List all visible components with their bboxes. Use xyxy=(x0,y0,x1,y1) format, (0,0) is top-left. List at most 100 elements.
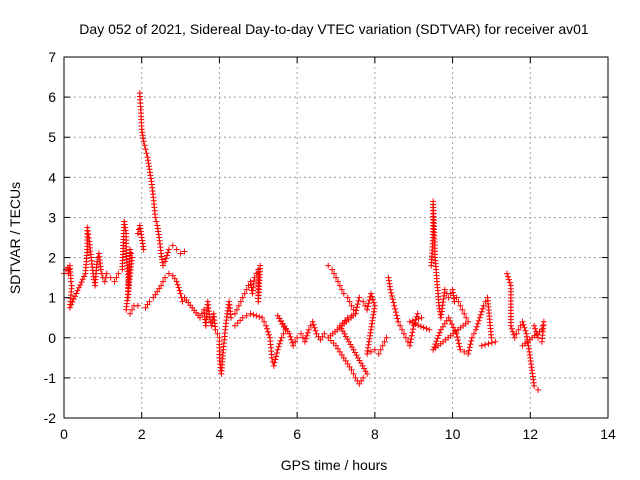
data-point xyxy=(365,300,372,307)
data-point xyxy=(540,318,547,325)
data-point xyxy=(250,311,257,318)
data-point xyxy=(466,344,473,351)
data-point xyxy=(340,354,347,361)
data-point xyxy=(412,321,419,328)
data-point xyxy=(321,330,328,337)
data-point xyxy=(395,318,402,325)
data-point xyxy=(456,343,463,350)
data-point xyxy=(325,334,332,341)
x-tick-label: 14 xyxy=(600,426,616,442)
data-point xyxy=(268,354,275,361)
data-point xyxy=(423,325,430,332)
data-point xyxy=(406,318,413,325)
data-point xyxy=(299,334,306,341)
data-point xyxy=(352,374,359,381)
data-point xyxy=(179,298,186,305)
data-point xyxy=(354,301,361,308)
data-point xyxy=(515,326,522,333)
data-point xyxy=(394,315,401,322)
data-point xyxy=(478,342,485,349)
data-point xyxy=(358,377,365,384)
y-tick-label: -1 xyxy=(44,370,57,386)
data-point xyxy=(160,278,167,285)
data-point xyxy=(286,330,293,337)
data-point xyxy=(492,338,499,345)
data-point xyxy=(488,339,495,346)
data-point xyxy=(455,337,462,344)
data-point xyxy=(129,306,135,313)
data-point xyxy=(430,346,437,353)
data-point xyxy=(174,281,181,288)
data-point xyxy=(264,325,271,332)
data-point xyxy=(441,320,448,327)
data-point xyxy=(463,314,470,321)
data-point xyxy=(511,334,518,341)
data-point xyxy=(450,324,457,331)
data-point xyxy=(243,286,250,293)
data-point xyxy=(431,343,438,350)
data-point xyxy=(175,284,182,291)
data-point xyxy=(420,324,427,331)
data-point xyxy=(113,274,120,281)
data-point xyxy=(539,322,546,329)
y-tick-label: 0 xyxy=(48,330,56,346)
data-point xyxy=(461,348,468,355)
data-point xyxy=(379,342,386,349)
data-point xyxy=(312,327,319,334)
data-point xyxy=(532,325,539,332)
data-point xyxy=(77,281,84,288)
data-point xyxy=(342,317,349,324)
data-point xyxy=(310,321,317,328)
data-point xyxy=(317,336,324,343)
data-point xyxy=(465,350,472,357)
data-point xyxy=(399,326,406,333)
data-point xyxy=(350,306,357,313)
data-point xyxy=(304,329,311,336)
data-point xyxy=(383,334,390,341)
data-point xyxy=(473,323,480,330)
data-point xyxy=(73,290,80,297)
data-point xyxy=(353,304,360,311)
data-point xyxy=(535,334,542,341)
data-point xyxy=(461,310,468,317)
data-point xyxy=(488,334,495,341)
data-point xyxy=(520,321,527,328)
data-point xyxy=(134,302,141,309)
data-point xyxy=(177,290,184,297)
data-point xyxy=(74,287,81,294)
data-point xyxy=(176,287,183,294)
data-point xyxy=(81,273,88,280)
data-point xyxy=(338,351,345,358)
data-point xyxy=(197,314,203,321)
data-point xyxy=(152,291,159,298)
data-point xyxy=(391,302,398,309)
data-point xyxy=(397,322,404,329)
y-tick-label: 2 xyxy=(48,250,56,266)
data-point xyxy=(508,325,515,332)
data-point xyxy=(415,315,422,322)
x-tick-label: 2 xyxy=(138,426,146,442)
data-point xyxy=(294,334,301,341)
y-tick-label: -2 xyxy=(44,410,57,426)
data-point xyxy=(477,311,484,318)
data-point xyxy=(447,317,454,324)
data-point xyxy=(485,340,492,347)
data-point xyxy=(348,312,355,319)
data-point xyxy=(457,346,464,353)
data-point xyxy=(164,249,171,256)
data-point xyxy=(243,312,250,319)
data-point xyxy=(364,350,371,357)
data-point xyxy=(237,317,244,324)
data-point xyxy=(521,324,528,331)
data-point xyxy=(480,302,487,309)
data-point xyxy=(338,286,345,293)
data-point xyxy=(158,282,165,289)
data-point xyxy=(356,380,363,387)
data-point xyxy=(274,346,281,353)
data-point xyxy=(433,338,440,345)
data-point xyxy=(140,246,147,253)
data-point xyxy=(181,248,188,255)
data-point xyxy=(247,310,254,317)
